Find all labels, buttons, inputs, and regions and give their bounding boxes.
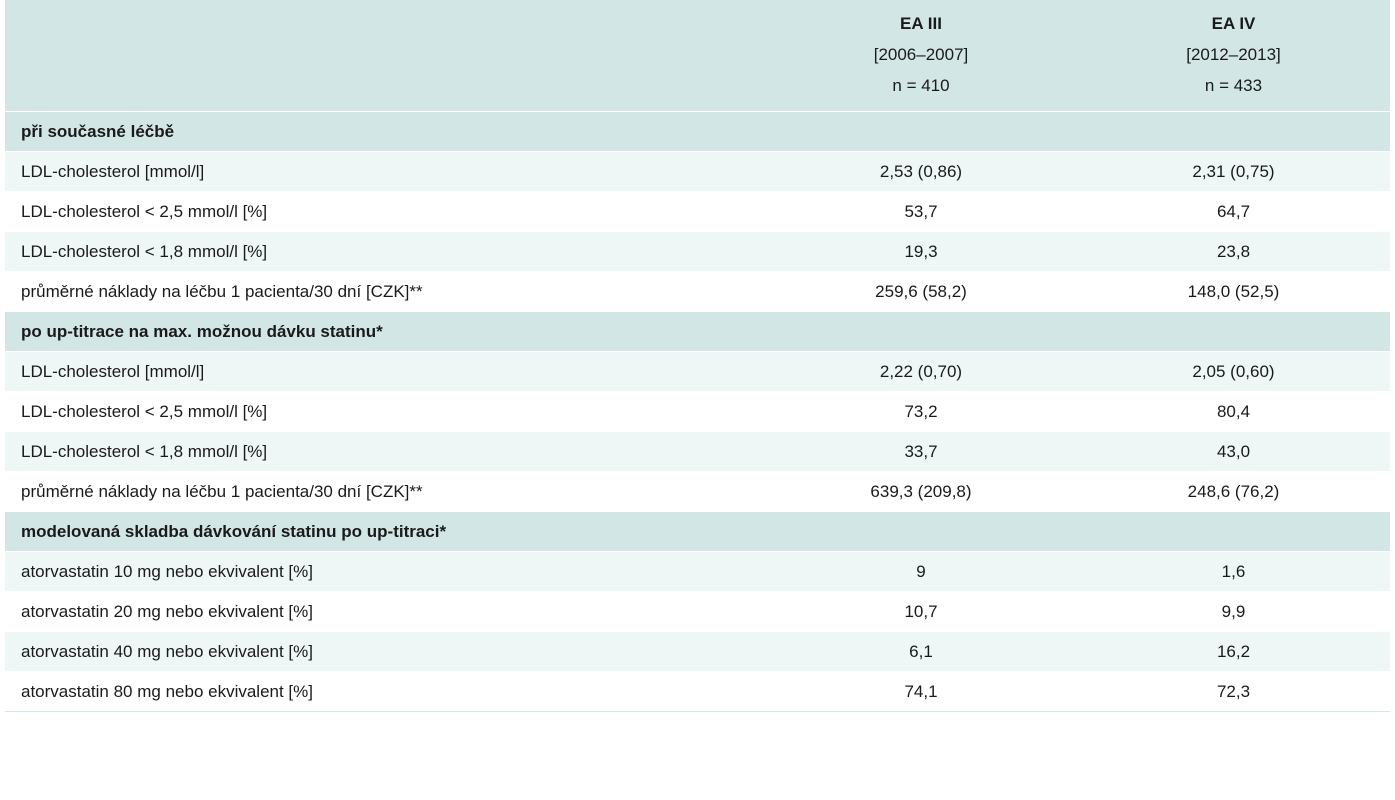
table-row: atorvastatin 10 mg nebo ekvivalent [%] 9… [5, 551, 1390, 592]
table-row: LDL-cholesterol < 1,8 mmol/l [%] 33,7 43… [5, 431, 1390, 472]
results-table: EA III [2006–2007] n = 410 EA IV [2012–2… [5, 0, 1390, 712]
table-row: LDL-cholesterol < 2,5 mmol/l [%] 73,2 80… [5, 391, 1390, 432]
section-header: po up-titrace na max. možnou dávku stati… [5, 311, 1390, 352]
row-label: průměrné náklady na léčbu 1 pacienta/30 … [5, 471, 765, 512]
row-value-ea4: 64,7 [1077, 191, 1390, 232]
row-value-ea4: 248,6 (76,2) [1077, 471, 1390, 512]
header-row: EA III [2006–2007] n = 410 EA IV [2012–2… [5, 0, 1390, 112]
table-row: LDL-cholesterol < 2,5 mmol/l [%] 53,7 64… [5, 191, 1390, 232]
row-value-ea4: 16,2 [1077, 631, 1390, 672]
row-value-ea3: 2,22 (0,70) [765, 351, 1077, 392]
row-label: LDL-cholesterol < 2,5 mmol/l [%] [5, 391, 765, 432]
table-row: průměrné náklady na léčbu 1 pacienta/30 … [5, 471, 1390, 512]
row-label: LDL-cholesterol [mmol/l] [5, 151, 765, 192]
table-row: atorvastatin 80 mg nebo ekvivalent [%] 7… [5, 671, 1390, 712]
header-ea3-period: [2006–2007] [873, 45, 969, 64]
section-title: po up-titrace na max. možnou dávku stati… [5, 311, 1390, 352]
table-row: LDL-cholesterol < 1,8 mmol/l [%] 19,3 23… [5, 231, 1390, 272]
row-value-ea3: 74,1 [765, 671, 1077, 712]
row-value-ea3: 10,7 [765, 591, 1077, 632]
row-value-ea4: 2,05 (0,60) [1077, 351, 1390, 392]
row-value-ea3: 33,7 [765, 431, 1077, 472]
row-label: LDL-cholesterol < 2,5 mmol/l [%] [5, 191, 765, 232]
row-value-ea4: 9,9 [1077, 591, 1390, 632]
row-label: atorvastatin 10 mg nebo ekvivalent [%] [5, 551, 765, 592]
header-ea4-title: EA IV [1211, 14, 1256, 33]
table-row: průměrné náklady na léčbu 1 pacienta/30 … [5, 271, 1390, 312]
table-row: LDL-cholesterol [mmol/l] 2,22 (0,70) 2,0… [5, 351, 1390, 392]
header-ea4-n: n = 433 [1204, 76, 1263, 95]
row-label: atorvastatin 40 mg nebo ekvivalent [%] [5, 631, 765, 672]
header-ea4: EA IV [2012–2013] n = 433 [1077, 0, 1390, 112]
section-title: modelovaná skladba dávkování statinu po … [5, 511, 1390, 552]
row-value-ea3: 2,53 (0,86) [765, 151, 1077, 192]
section-header: při současné léčbě [5, 111, 1390, 152]
row-value-ea4: 80,4 [1077, 391, 1390, 432]
row-value-ea3: 9 [765, 551, 1077, 592]
row-value-ea3: 19,3 [765, 231, 1077, 272]
section-title: při současné léčbě [5, 111, 1390, 152]
row-value-ea4: 148,0 (52,5) [1077, 271, 1390, 312]
row-value-ea4: 43,0 [1077, 431, 1390, 472]
row-label: atorvastatin 80 mg nebo ekvivalent [%] [5, 671, 765, 712]
row-value-ea3: 259,6 (58,2) [765, 271, 1077, 312]
row-label: průměrné náklady na léčbu 1 pacienta/30 … [5, 271, 765, 312]
row-label: LDL-cholesterol < 1,8 mmol/l [%] [5, 431, 765, 472]
row-label: LDL-cholesterol < 1,8 mmol/l [%] [5, 231, 765, 272]
table-row: LDL-cholesterol [mmol/l] 2,53 (0,86) 2,3… [5, 151, 1390, 192]
row-value-ea3: 73,2 [765, 391, 1077, 432]
header-ea3-n: n = 410 [892, 76, 950, 95]
header-ea3-title: EA III [900, 14, 942, 33]
row-label: atorvastatin 20 mg nebo ekvivalent [%] [5, 591, 765, 632]
row-value-ea4: 1,6 [1077, 551, 1390, 592]
table-row: atorvastatin 20 mg nebo ekvivalent [%] 1… [5, 591, 1390, 632]
row-value-ea3: 639,3 (209,8) [765, 471, 1077, 512]
header-ea4-period: [2012–2013] [1186, 45, 1281, 64]
table-row: atorvastatin 40 mg nebo ekvivalent [%] 6… [5, 631, 1390, 672]
row-value-ea3: 6,1 [765, 631, 1077, 672]
header-ea3: EA III [2006–2007] n = 410 [765, 0, 1077, 112]
header-empty-cell [5, 0, 765, 112]
row-value-ea4: 72,3 [1077, 671, 1390, 712]
row-value-ea3: 53,7 [765, 191, 1077, 232]
row-value-ea4: 23,8 [1077, 231, 1390, 272]
row-value-ea4: 2,31 (0,75) [1077, 151, 1390, 192]
section-header: modelovaná skladba dávkování statinu po … [5, 511, 1390, 552]
row-label: LDL-cholesterol [mmol/l] [5, 351, 765, 392]
